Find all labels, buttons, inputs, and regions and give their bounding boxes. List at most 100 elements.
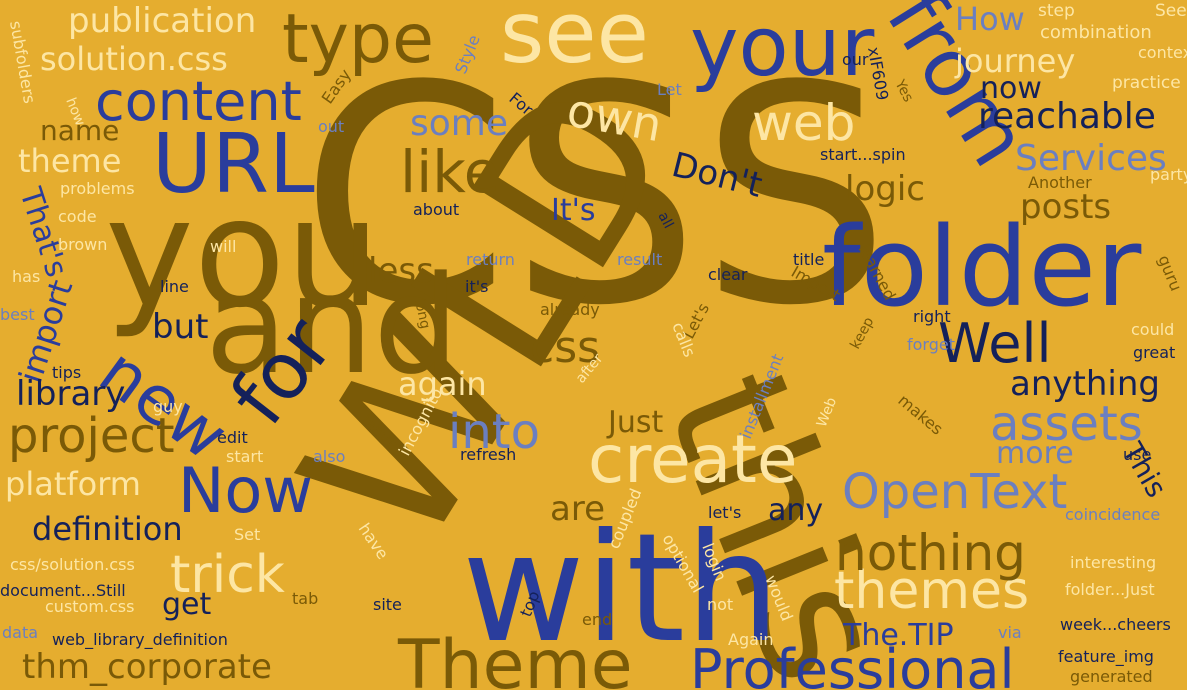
- cloud-word: name: [40, 114, 119, 147]
- cloud-word: Set: [234, 525, 260, 544]
- cloud-word: Again: [728, 630, 774, 649]
- cloud-word: more: [996, 436, 1074, 471]
- cloud-word: long: [411, 298, 433, 331]
- cloud-word: forget: [907, 335, 955, 354]
- cloud-word: will: [210, 237, 236, 256]
- cloud-word: but: [152, 307, 208, 347]
- cloud-word: custom.css: [45, 597, 134, 616]
- cloud-word: thm_corporate: [22, 647, 272, 687]
- cloud-word: platform: [5, 465, 141, 503]
- cloud-word: It's: [551, 193, 596, 228]
- cloud-word: generated: [1070, 667, 1153, 686]
- cloud-word: See: [1155, 1, 1187, 21]
- cloud-word: interesting: [1070, 553, 1156, 572]
- cloud-word: start...spin: [820, 145, 906, 164]
- cloud-word: assets: [990, 396, 1143, 452]
- cloud-word: Services: [1015, 138, 1167, 179]
- cloud-word: theme: [18, 142, 121, 180]
- cloud-word: Another: [1028, 173, 1092, 192]
- cloud-word: start: [226, 447, 263, 466]
- cloud-word: nothing: [835, 524, 1026, 582]
- cloud-word: end: [582, 610, 612, 629]
- cloud-word: could: [1131, 320, 1174, 339]
- cloud-word: css/solution.css: [10, 555, 135, 574]
- cloud-word: tab: [292, 589, 318, 608]
- cloud-word: document...Still: [0, 581, 126, 600]
- cloud-word: title: [793, 250, 824, 269]
- cloud-word: folder: [822, 203, 1142, 331]
- cloud-word: now: [980, 71, 1042, 106]
- cloud-word: your: [690, 0, 875, 95]
- cloud-word: it's: [465, 277, 488, 296]
- cloud-word: feature_img: [1058, 647, 1154, 667]
- cloud-word: Now: [178, 454, 313, 527]
- cloud-word: library: [16, 374, 125, 414]
- cloud-word: Let: [657, 80, 682, 99]
- cloud-word: step: [1038, 1, 1075, 21]
- cloud-word: URL: [152, 117, 315, 212]
- cloud-word: line: [160, 277, 189, 296]
- cloud-word: type: [282, 0, 434, 79]
- cloud-word: OpenText: [842, 464, 1067, 520]
- cloud-word: are: [550, 489, 605, 529]
- cloud-word: again: [398, 365, 487, 403]
- cloud-word: less: [368, 251, 434, 291]
- cloud-word: guy: [153, 397, 183, 416]
- cloud-word: you: [105, 167, 381, 341]
- cloud-word: logic: [845, 169, 925, 209]
- cloud-word: also: [313, 447, 345, 466]
- cloud-word: result: [617, 250, 662, 269]
- cloud-word: some: [410, 103, 508, 144]
- cloud-word: reachable: [978, 96, 1156, 137]
- cloud-word: already: [540, 300, 600, 319]
- cloud-word: not: [707, 595, 733, 614]
- cloud-word: trick: [170, 545, 285, 605]
- cloud-word: publication: [68, 1, 256, 41]
- cloud-word: CSS: [300, 22, 890, 371]
- cloud-word: Theme: [397, 626, 633, 690]
- cloud-word: themes: [834, 561, 1029, 621]
- cloud-word: site: [373, 595, 402, 614]
- cloud-word: Professional: [690, 638, 1015, 690]
- cloud-word: practice: [1112, 73, 1181, 93]
- cloud-word: anything: [1010, 364, 1160, 404]
- cloud-word: clear: [708, 265, 748, 284]
- cloud-word: Just: [606, 405, 663, 440]
- cloud-word: coincidence: [1065, 505, 1160, 524]
- cloud-word: refresh: [460, 445, 516, 464]
- cloud-word: with: [462, 502, 780, 676]
- cloud-word: great: [1133, 343, 1175, 362]
- cloud-word: web_library_definition: [52, 630, 228, 650]
- cloud-word: context: [1138, 43, 1187, 62]
- cloud-word: data: [2, 623, 38, 642]
- cloud-word: let's: [708, 503, 741, 522]
- cloud-word: into: [448, 404, 540, 460]
- cloud-word: has: [12, 267, 40, 286]
- cloud-word: web: [752, 94, 855, 152]
- cloud-word: about: [413, 200, 459, 219]
- cloud-word: definition: [32, 510, 183, 548]
- cloud-word: any: [768, 493, 823, 528]
- cloud-word: solution.css: [40, 40, 228, 78]
- cloud-word: css: [530, 322, 600, 373]
- cloud-word: edit: [217, 428, 248, 447]
- cloud-word: right: [913, 307, 951, 326]
- cloud-word: best: [0, 305, 35, 324]
- cloud-word: get: [162, 587, 212, 622]
- cloud-word: code: [58, 207, 97, 226]
- cloud-word: problems: [60, 179, 135, 198]
- cloud-word: via: [998, 623, 1022, 642]
- cloud-word: party: [1150, 165, 1187, 184]
- cloud-word: content: [95, 70, 302, 133]
- cloud-word: create: [588, 421, 798, 498]
- cloud-word: brown: [58, 235, 107, 254]
- cloud-word: folder...Just: [1065, 580, 1155, 599]
- cloud-word: like: [400, 138, 499, 206]
- cloud-word: return: [466, 250, 515, 269]
- cloud-word: see: [500, 0, 649, 83]
- cloud-word: tips: [52, 363, 81, 382]
- cloud-word: Well: [938, 312, 1051, 375]
